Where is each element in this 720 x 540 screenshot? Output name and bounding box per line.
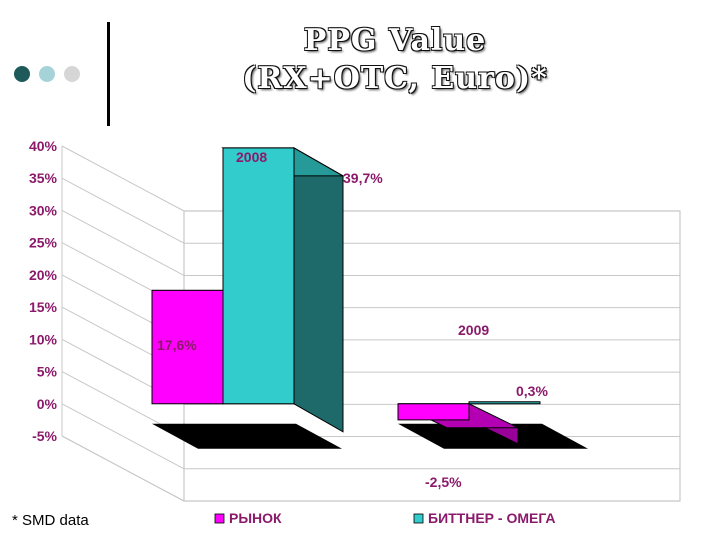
bar-bittner-2009: [468, 401, 541, 405]
chart-legend: РЫНОК БИТТНЕР - ОМЕГА: [214, 510, 556, 526]
gridline-side: [61, 435, 185, 502]
chart-labels: 2008 2009 17,6% -2,5% 39,7% 0,3%: [157, 149, 548, 490]
legend-label: РЫНОК: [229, 510, 282, 526]
y-tick-label: 0%: [37, 396, 58, 412]
data-label: -2,5%: [425, 474, 462, 490]
bar-rynok-2009: [397, 402, 519, 445]
floor-shadow-2008: [152, 423, 342, 449]
bar-bittner-2008-front: [222, 147, 295, 405]
y-tick-label: 40%: [29, 138, 58, 154]
gridline-side: [61, 210, 185, 276]
bar-rynok-2009-front: [397, 403, 470, 421]
gridline-side: [61, 403, 185, 470]
y-tick-label: 20%: [29, 267, 58, 283]
y-tick-label: 10%: [29, 331, 58, 347]
category-label: 2009: [458, 322, 489, 338]
dark-teal-dot: [14, 66, 30, 82]
grey-dot: [64, 66, 80, 82]
bar-bittner-2008-side: [293, 147, 344, 433]
slide-title: PPG Value (RX+OTC, Euro)*: [170, 22, 620, 98]
decorative-dots: [14, 66, 80, 82]
gridline-side: [61, 177, 185, 244]
legend-swatch: [214, 513, 225, 524]
chart-bars: [151, 147, 588, 449]
category-label: 2008: [236, 149, 267, 165]
bar-bittner-2008: [221, 147, 345, 433]
y-tick-label: 30%: [29, 202, 58, 218]
data-label: 0,3%: [516, 383, 548, 399]
y-axis-ticks: 40% 35% 30% 25% 20% 15% 10% 5% 0% -5%: [29, 138, 58, 444]
y-tick-label: 35%: [29, 170, 58, 186]
y-tick-label: 25%: [29, 235, 58, 251]
bar-bittner-2009-front: [468, 401, 541, 405]
y-tick-label: 15%: [29, 299, 58, 315]
floor-shadow-2009: [398, 423, 588, 449]
data-label: 17,6%: [157, 337, 197, 353]
legend-label: БИТТНЕР - ОМЕГА: [428, 510, 556, 526]
footnote: * SMD data: [12, 512, 89, 529]
legend-item: БИТТНЕР - ОМЕГА: [413, 510, 556, 526]
legend-swatch: [413, 513, 424, 524]
y-tick-label: -5%: [32, 428, 57, 444]
light-teal-dot: [39, 66, 55, 82]
title-line-1: PPG Value: [303, 23, 487, 58]
legend-item: РЫНОК: [214, 510, 282, 526]
title-divider-line: [107, 22, 110, 126]
title-line-2: (RX+OTC, Euro)*: [242, 61, 548, 96]
data-label: 39,7%: [343, 170, 383, 186]
y-tick-label: 5%: [37, 364, 58, 380]
gridline-side: [61, 145, 185, 212]
